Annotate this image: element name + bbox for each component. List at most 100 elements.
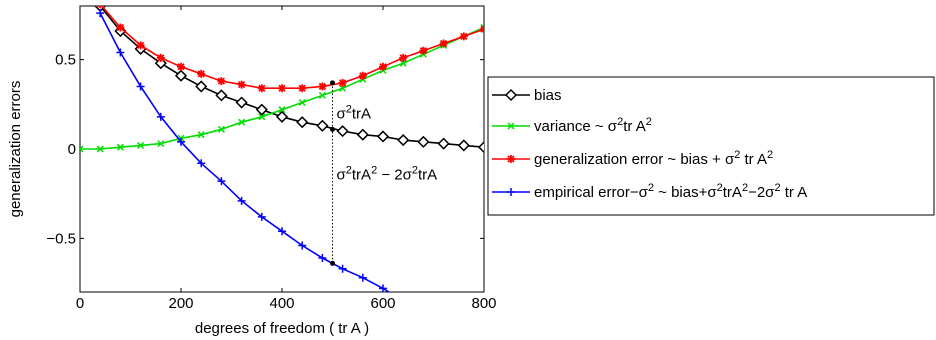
superscript: 2 [774, 182, 780, 194]
x-tick-label: 400 [269, 295, 294, 312]
x-tick-label: 800 [471, 295, 496, 312]
data-point [235, 96, 248, 109]
data-point [257, 212, 266, 221]
data-point [177, 62, 185, 71]
annotation-variance-difference: σ2trA2 − 2σ2trA [337, 164, 438, 183]
data-point [197, 69, 206, 78]
text-run: bias [534, 87, 562, 104]
data-point [504, 88, 518, 102]
superscript: 2 [767, 149, 773, 161]
text-run: −2σ [748, 184, 775, 201]
data-point [356, 128, 369, 141]
legend-label: generalization error ~ bias + σ2 tr A2 [534, 149, 773, 168]
data-point [318, 82, 327, 91]
data-point [257, 84, 266, 93]
data-point [477, 141, 484, 154]
annotation-dot [330, 80, 335, 86]
legend-entry: empirical error−σ2 ~ bias+σ2trA2−2σ2 tr … [492, 182, 807, 201]
series-line [99, 12, 391, 292]
data-point [339, 84, 347, 92]
text-run: tr A [623, 118, 646, 135]
data-point [397, 134, 410, 147]
y-axis-label: generalization errors [7, 81, 24, 218]
data-point [358, 71, 367, 80]
superscript: 2 [717, 182, 723, 194]
data-point [437, 137, 450, 150]
data-point [459, 32, 468, 41]
data-point [177, 137, 185, 146]
legend-label: empirical error−σ2 ~ bias+σ2trA2−2σ2 tr … [534, 182, 807, 201]
data-point [399, 53, 408, 62]
data-point [298, 241, 307, 250]
text-run: empirical error−σ [534, 184, 649, 201]
data-point [507, 188, 515, 196]
annotation-dot [330, 126, 335, 132]
superscript: 2 [371, 164, 377, 176]
series-3 [96, 9, 407, 305]
data-point [379, 284, 387, 292]
text-run: tr A [781, 184, 808, 201]
data-point [96, 6, 104, 9]
x-tick-label: 600 [370, 295, 395, 312]
superscript: 2 [646, 116, 652, 128]
text-run: generalization error ~ bias + σ [534, 151, 735, 168]
text-run: ~ bias+σ [654, 184, 717, 201]
text-run: variance ~ σ [534, 118, 618, 135]
data-point [318, 254, 327, 263]
data-point [174, 69, 188, 82]
data-point [258, 113, 266, 121]
data-point [278, 84, 286, 93]
data-point [96, 9, 105, 18]
data-point [278, 227, 286, 236]
data-point [316, 119, 329, 132]
data-point [116, 48, 125, 57]
data-point [217, 177, 226, 186]
legend-label: variance ~ σ2tr A2 [534, 116, 652, 135]
superscript: 2 [346, 164, 352, 176]
text-run: tr A [740, 151, 767, 168]
data-point [419, 46, 428, 55]
series [80, 6, 484, 305]
superscript: 2 [617, 116, 623, 128]
superscript: 2 [412, 164, 418, 176]
x-axis-ticks: 0 200 400 600 800 [76, 6, 497, 312]
data-point [136, 82, 145, 91]
legend-label: bias [534, 87, 562, 104]
text-run: σ [337, 166, 347, 183]
text-run: trA [352, 166, 371, 183]
data-point [507, 122, 515, 130]
data-point [338, 264, 347, 273]
data-point [417, 135, 430, 148]
superscript: 2 [742, 182, 748, 194]
data-point [457, 139, 470, 152]
data-point [358, 273, 367, 282]
data-point [480, 25, 484, 34]
x-axis-label: degrees of freedom ( tr A ) [195, 320, 369, 337]
y-tick-label: 0.5 [55, 52, 76, 69]
superscript: 2 [648, 182, 654, 194]
data-point [439, 39, 448, 48]
data-point [116, 23, 125, 32]
data-point [399, 297, 407, 305]
data-point [336, 125, 349, 138]
data-point [156, 53, 165, 62]
data-point [217, 77, 226, 86]
text-run: σ [337, 106, 347, 123]
superscript: 2 [346, 104, 352, 116]
legend-entry: bias [492, 87, 562, 104]
y-tick-label: 0 [68, 141, 76, 158]
y-axis-ticks: 0.5 0 −0.5 [46, 52, 484, 247]
data-point [136, 41, 145, 50]
data-point [255, 103, 268, 116]
data-point [195, 80, 208, 93]
data-point [197, 131, 205, 139]
data-point [318, 91, 326, 99]
data-point [157, 140, 165, 148]
y-tick-label: −0.5 [46, 230, 76, 247]
data-point [338, 78, 347, 87]
data-point [296, 116, 309, 129]
data-point [96, 145, 104, 153]
data-point [238, 118, 246, 126]
